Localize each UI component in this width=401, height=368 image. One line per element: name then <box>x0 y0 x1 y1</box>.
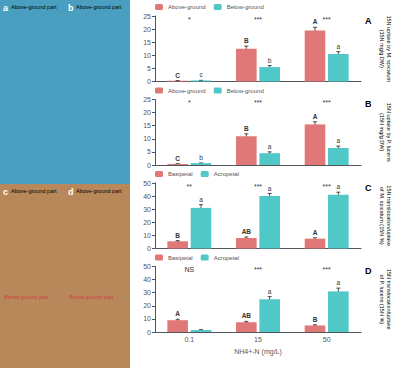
svg-text:Below ground part: Below ground part <box>4 294 49 300</box>
svg-text:b: b <box>268 57 272 64</box>
svg-text:10: 10 <box>143 315 151 322</box>
svg-text:***: *** <box>254 183 262 190</box>
svg-text:a: a <box>337 183 341 190</box>
svg-text:a: a <box>268 288 272 295</box>
svg-text:0: 0 <box>147 329 151 336</box>
svg-text:A: A <box>313 229 318 236</box>
svg-text:0: 0 <box>147 162 151 169</box>
svg-text:15N uptake by P. lucens: 15N uptake by P. lucens <box>386 103 392 162</box>
svg-text:20: 20 <box>143 302 151 309</box>
svg-text:c: c <box>199 71 203 78</box>
svg-text:15: 15 <box>143 39 151 46</box>
svg-text:Above-ground part: Above-ground part <box>76 188 122 194</box>
svg-text:of M. spicatum (15N %): of M. spicatum (15N %) <box>379 187 385 245</box>
svg-text:30: 30 <box>143 206 151 213</box>
svg-text:a: a <box>3 3 9 13</box>
svg-text:C: C <box>365 183 372 193</box>
svg-text:30: 30 <box>143 289 151 296</box>
svg-text:Above-ground part: Above-ground part <box>11 4 57 10</box>
svg-text:B: B <box>365 99 372 109</box>
svg-text:Below-ground: Below-ground <box>227 88 264 94</box>
svg-text:***: *** <box>323 16 331 23</box>
svg-text:b: b <box>199 154 203 161</box>
svg-text:c: c <box>3 187 8 197</box>
svg-text:Above-ground part: Above-ground part <box>11 188 57 194</box>
svg-text:B: B <box>244 37 249 44</box>
svg-text:0: 0 <box>147 245 151 252</box>
svg-text:25: 25 <box>143 13 151 20</box>
svg-text:AB: AB <box>242 312 252 319</box>
svg-text:***: *** <box>323 99 331 106</box>
svg-text:5: 5 <box>147 65 151 72</box>
svg-text:50: 50 <box>143 180 151 187</box>
svg-text:Acropetal: Acropetal <box>214 255 239 261</box>
svg-text:***: *** <box>323 183 331 190</box>
svg-text:a: a <box>268 185 272 192</box>
svg-text:5: 5 <box>147 148 151 155</box>
svg-text:D: D <box>365 266 372 276</box>
svg-text:A: A <box>365 16 372 26</box>
svg-text:A: A <box>313 113 318 120</box>
svg-text:10: 10 <box>143 232 151 239</box>
svg-text:of P. lucens (15N %): of P. lucens (15N %) <box>379 274 385 324</box>
svg-text:A: A <box>175 310 180 317</box>
svg-text:50: 50 <box>323 336 331 343</box>
svg-text:15: 15 <box>143 122 151 129</box>
svg-text:15N translocation/uptake: 15N translocation/uptake <box>386 185 392 246</box>
svg-text:a: a <box>337 137 341 144</box>
svg-text:20: 20 <box>143 219 151 226</box>
svg-text:40: 40 <box>143 276 151 283</box>
svg-text:20: 20 <box>143 109 151 116</box>
svg-text:NS: NS <box>184 266 194 273</box>
svg-text:a: a <box>199 196 203 203</box>
svg-text:AB: AB <box>242 228 252 235</box>
svg-text:(15N mg/g DW): (15N mg/g DW) <box>379 113 385 151</box>
svg-text:Acropetal: Acropetal <box>214 171 239 177</box>
svg-text:C: C <box>175 155 180 162</box>
svg-text:10: 10 <box>143 52 151 59</box>
svg-text:A: A <box>313 18 318 25</box>
svg-text:50: 50 <box>143 263 151 270</box>
svg-text:Above-ground part: Above-ground part <box>76 4 122 10</box>
svg-text:***: *** <box>254 266 262 273</box>
svg-text:***: *** <box>254 99 262 106</box>
svg-text:15N translocation/uptake: 15N translocation/uptake <box>386 269 392 330</box>
svg-text:Above-ground: Above-ground <box>168 4 206 10</box>
svg-text:a: a <box>337 43 341 50</box>
svg-text:(15N mg/g DW): (15N mg/g DW) <box>379 30 385 68</box>
svg-text:***: *** <box>254 16 262 23</box>
svg-text:*: * <box>188 99 191 106</box>
svg-text:0: 0 <box>147 78 151 85</box>
svg-text:25: 25 <box>143 96 151 103</box>
svg-text:Above-ground: Above-ground <box>168 88 206 94</box>
svg-text:b: b <box>68 3 74 13</box>
svg-text:NH4+-N (mg/L): NH4+-N (mg/L) <box>234 348 282 356</box>
svg-text:0.1: 0.1 <box>184 336 194 343</box>
svg-text:10: 10 <box>143 135 151 142</box>
svg-text:a: a <box>337 279 341 286</box>
svg-text:15N uptake by M. spicatum: 15N uptake by M. spicatum <box>386 15 392 82</box>
svg-text:Basipetal: Basipetal <box>168 171 193 177</box>
svg-text:*: * <box>188 16 191 23</box>
svg-text:B: B <box>244 125 249 132</box>
svg-text:Below ground part: Below ground part <box>69 294 114 300</box>
svg-text:15: 15 <box>254 336 262 343</box>
svg-text:B: B <box>175 232 180 239</box>
svg-text:20: 20 <box>143 26 151 33</box>
svg-text:***: *** <box>323 266 331 273</box>
svg-text:Below-ground: Below-ground <box>227 4 264 10</box>
svg-text:Basipetal: Basipetal <box>168 255 193 261</box>
svg-text:40: 40 <box>143 193 151 200</box>
svg-text:d: d <box>68 187 74 197</box>
svg-text:**: ** <box>187 183 193 190</box>
svg-text:C: C <box>175 72 180 79</box>
svg-text:a: a <box>268 143 272 150</box>
svg-text:B: B <box>313 316 318 323</box>
